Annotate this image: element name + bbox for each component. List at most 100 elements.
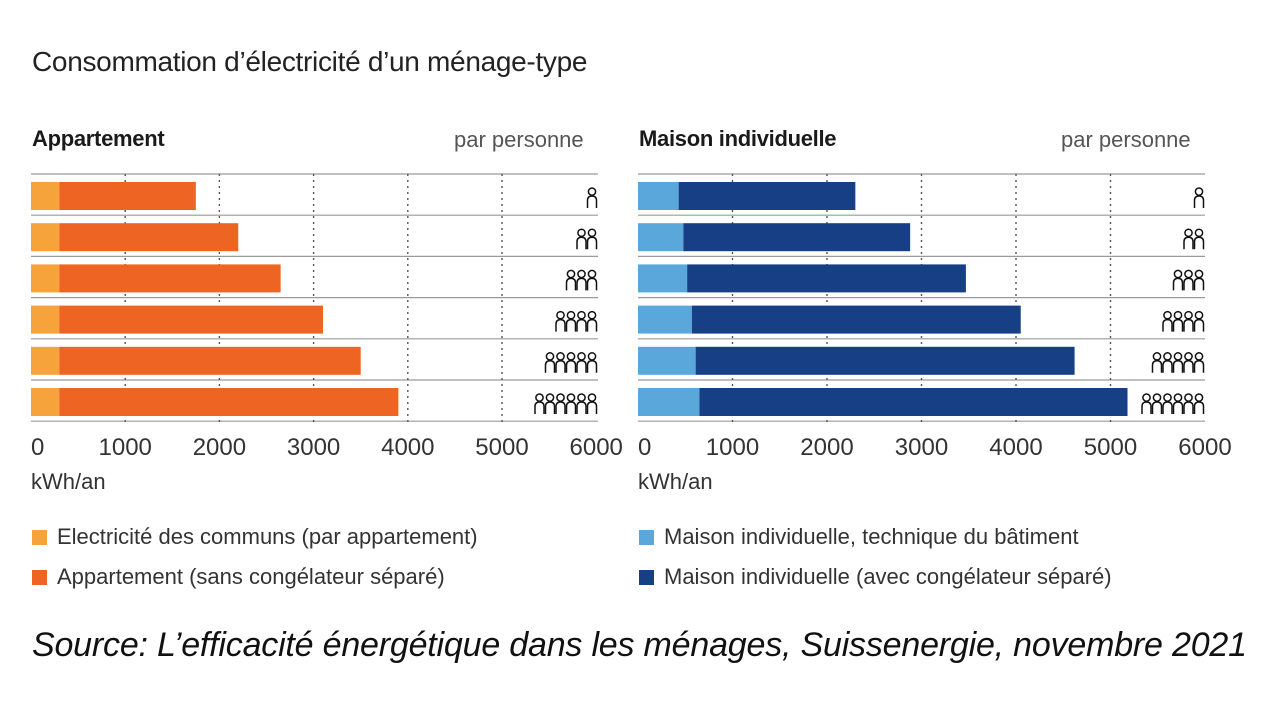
person-icon	[576, 310, 587, 332]
x-unit-label-maison: kWh/an	[638, 469, 713, 494]
x-tick-label-appartement: 3000	[287, 434, 340, 461]
person-icon	[1193, 310, 1205, 332]
person-icon	[586, 310, 598, 332]
person-icon	[565, 269, 577, 291]
bar-maison-2-persons-series-2	[683, 223, 911, 252]
panel-subtitle-appartement: par personne	[454, 127, 584, 152]
person-icon	[1183, 228, 1194, 250]
bar-maison-5-persons-series-1	[638, 346, 696, 375]
person-icon	[586, 187, 598, 208]
x-tick-label-maison: 0	[638, 434, 651, 461]
bar-appartement-5-persons-series-1	[31, 346, 60, 375]
x-tick-label-maison: 1000	[706, 434, 759, 461]
bar-maison-6-persons-series-2	[699, 388, 1128, 416]
bar-maison-3-persons-series-2	[687, 264, 966, 293]
person-icon	[586, 269, 598, 291]
bar-appartement-6-persons-series-2	[59, 388, 399, 416]
x-tick-label-appartement: 0	[31, 434, 44, 461]
legend-swatch-technique	[639, 529, 654, 545]
panel-subtitle-maison: par personne	[1061, 127, 1191, 152]
legend-item-appartement: Appartement (sans congélateur séparé)	[32, 564, 445, 590]
x-tick-label-maison: 4000	[989, 434, 1042, 461]
legend-item-technique: Maison individuelle, technique du bâtime…	[639, 524, 1079, 550]
person-icon	[576, 269, 587, 291]
person-icon	[565, 352, 577, 373]
bar-maison-3-persons-series-1	[638, 264, 688, 293]
person-icon	[1193, 187, 1205, 208]
legend-swatch-appartement	[32, 569, 47, 585]
person-icon	[1183, 269, 1194, 291]
bar-appartement-3-persons-series-1	[31, 264, 60, 293]
bar-maison-4-persons-series-1	[638, 305, 692, 334]
bar-appartement-2-persons-series-1	[31, 223, 60, 252]
bar-maison-5-persons-series-2	[695, 346, 1075, 375]
x-tick-label-appartement: 6000	[570, 434, 623, 461]
legend-swatch-communs	[32, 529, 47, 545]
panel-title-appartement: Appartement	[32, 126, 165, 151]
bar-appartement-1-persons-series-2	[59, 182, 196, 210]
x-unit-label-appartement: kWh/an	[31, 469, 106, 494]
legend-label-technique: Maison individuelle, technique du bâtime…	[664, 524, 1079, 549]
legend-label-appartement: Appartement (sans congélateur séparé)	[57, 564, 445, 589]
person-icon	[1193, 352, 1205, 373]
bar-appartement-2-persons-series-2	[59, 223, 239, 252]
person-icon	[1193, 269, 1205, 291]
person-icon	[1172, 393, 1184, 414]
bar-appartement-4-persons-series-2	[59, 305, 324, 334]
person-icon	[1141, 393, 1152, 414]
person-icon	[565, 310, 577, 332]
bar-maison-2-persons-series-1	[638, 223, 684, 252]
legend-label-maison: Maison individuelle (avec congélateur sé…	[664, 564, 1112, 589]
person-icon	[544, 393, 556, 414]
legend-label-communs: Electricité des communs (par appartement…	[57, 524, 478, 549]
person-icon	[1172, 269, 1184, 291]
bar-maison-1-persons-series-2	[678, 182, 856, 210]
x-tick-label-appartement: 5000	[475, 434, 528, 461]
person-icon	[1193, 228, 1205, 250]
person-icon	[1183, 310, 1194, 332]
person-icon	[565, 393, 577, 414]
x-tick-label-maison: 6000	[1178, 434, 1231, 461]
person-icon	[586, 352, 598, 373]
x-tick-label-appartement: 4000	[381, 434, 434, 461]
x-tick-label-appartement: 2000	[193, 434, 246, 461]
person-icon	[1172, 310, 1184, 332]
person-icon	[586, 228, 598, 250]
x-tick-label-maison: 3000	[895, 434, 948, 461]
person-icon	[555, 310, 566, 332]
person-icon	[1193, 393, 1205, 414]
legend-swatch-maison	[639, 569, 654, 585]
person-icon	[576, 352, 587, 373]
legend-item-maison: Maison individuelle (avec congélateur sé…	[639, 564, 1112, 590]
person-icon	[576, 393, 587, 414]
person-icon	[1162, 393, 1173, 414]
bar-appartement-6-persons-series-1	[31, 388, 60, 416]
bar-maison-1-persons-series-1	[638, 182, 679, 210]
bar-maison-4-persons-series-2	[691, 305, 1021, 334]
x-tick-label-maison: 2000	[800, 434, 853, 461]
person-icon	[544, 352, 556, 373]
person-icon	[1151, 352, 1163, 373]
person-icon	[1172, 352, 1184, 373]
panel-title-maison: Maison individuelle	[639, 126, 837, 151]
legend-item-communs: Electricité des communs (par appartement…	[32, 524, 478, 550]
bar-appartement-3-persons-series-2	[59, 264, 281, 293]
person-icon	[586, 393, 598, 414]
bar-maison-6-persons-series-1	[638, 388, 700, 416]
person-icon	[534, 393, 545, 414]
person-icon	[1162, 310, 1173, 332]
person-icon	[1183, 352, 1194, 373]
person-icon	[576, 228, 587, 250]
person-icon	[555, 393, 566, 414]
x-tick-label-appartement: 1000	[99, 434, 152, 461]
person-icon	[1162, 352, 1173, 373]
source-note: Source: L’efficacité énergétique dans le…	[32, 626, 1247, 664]
x-tick-label-maison: 5000	[1084, 434, 1137, 461]
person-icon	[1151, 393, 1163, 414]
person-icon	[1183, 393, 1194, 414]
bar-appartement-4-persons-series-1	[31, 305, 60, 334]
chart-title: Consommation d’électricité d’un ménage-t…	[32, 46, 588, 77]
bar-appartement-5-persons-series-2	[59, 346, 361, 375]
bar-appartement-1-persons-series-1	[31, 182, 60, 210]
